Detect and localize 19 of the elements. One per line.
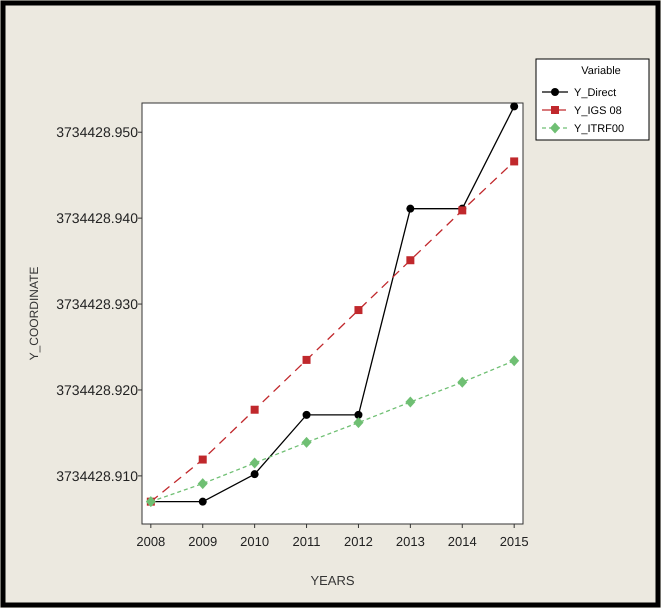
y-tick-label: 3734428.910: [56, 468, 138, 484]
legend-title: Variable: [581, 65, 621, 77]
x-tick-label: 2010: [240, 534, 270, 549]
legend-label: Y_ITRF00: [574, 122, 624, 135]
x-tick-label: 2008: [136, 534, 166, 549]
x-tick-label: 2013: [396, 534, 425, 549]
y-tick-label: 3734428.930: [56, 296, 138, 312]
x-axis-title: YEARS: [310, 573, 355, 588]
y-tick-label: 3734428.940: [56, 210, 138, 226]
x-tick-label: 2012: [344, 534, 373, 549]
legend-label: Y_Direct: [574, 86, 616, 99]
x-tick-label: 2011: [292, 534, 321, 549]
x-tick-label: 2014: [448, 534, 477, 549]
legend-label: Y_IGS 08: [574, 104, 622, 117]
x-tick-label: 2015: [500, 534, 529, 549]
y-axis-title: Y_COORDINATE: [27, 266, 41, 360]
x-tick-label: 2009: [188, 534, 218, 549]
y-tick-label: 3734428.920: [56, 382, 138, 398]
y-tick-label: 3734428.950: [56, 124, 138, 140]
